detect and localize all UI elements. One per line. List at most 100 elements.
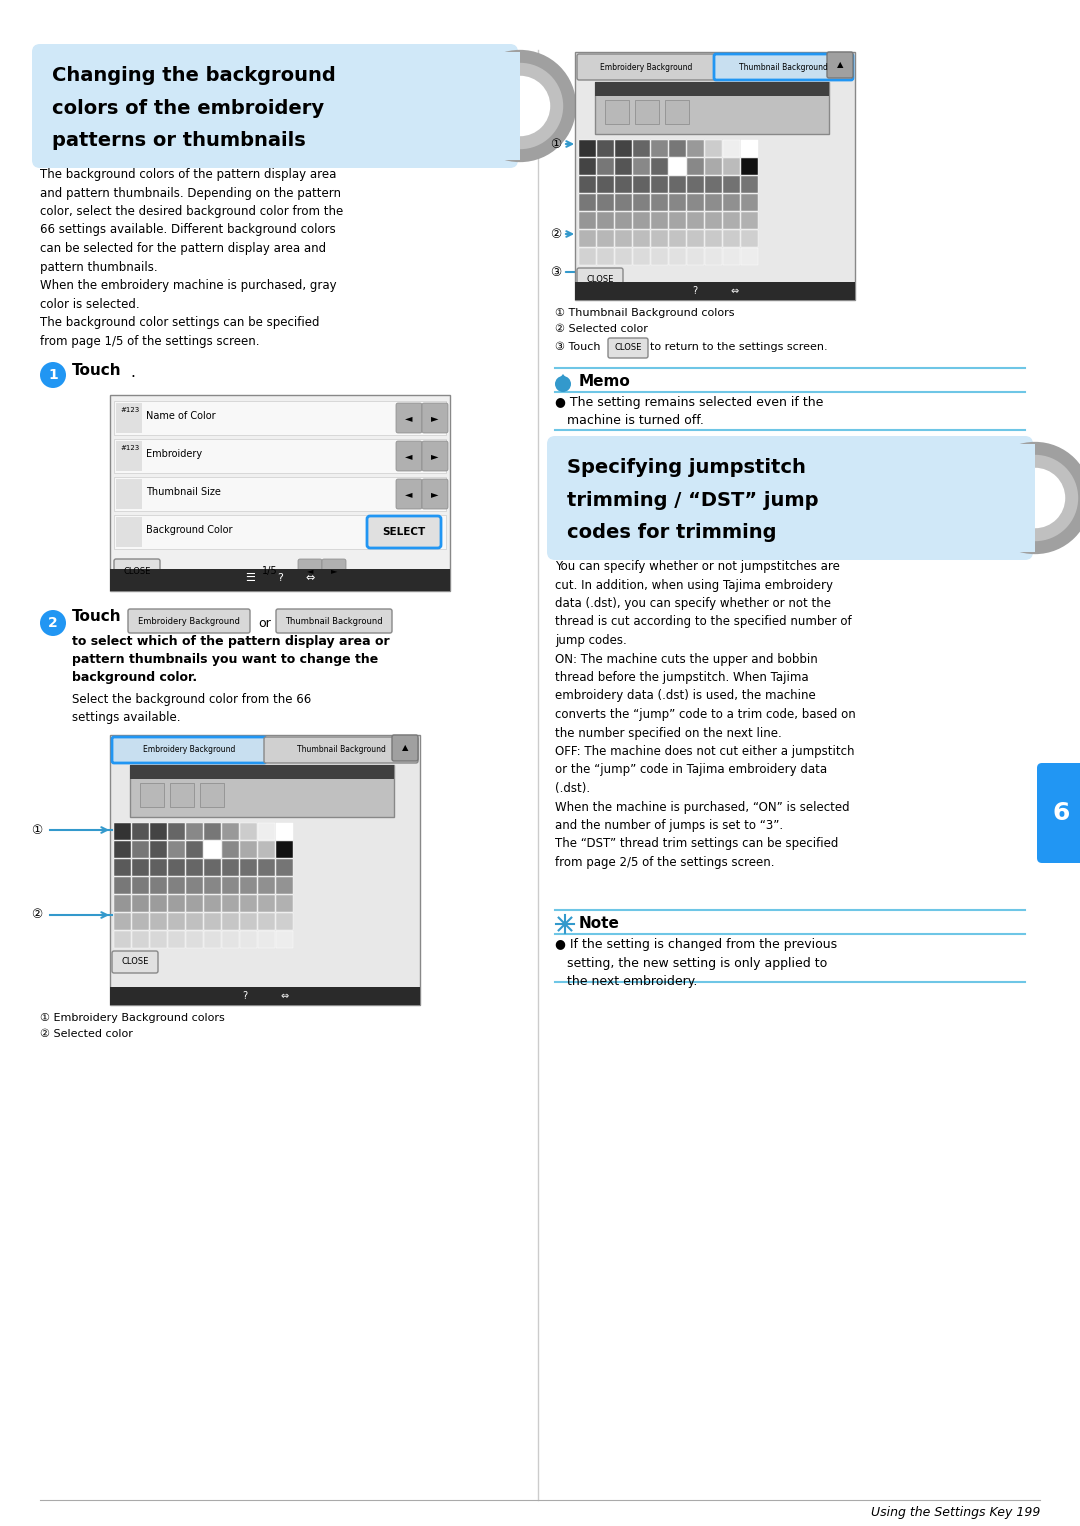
Text: ▲: ▲ — [402, 743, 408, 752]
Bar — [168, 823, 185, 839]
FancyBboxPatch shape — [367, 516, 441, 548]
Bar — [132, 823, 149, 839]
FancyBboxPatch shape — [129, 609, 249, 633]
Bar — [114, 823, 131, 839]
Bar — [633, 175, 650, 192]
Bar — [130, 765, 394, 778]
Text: ③: ③ — [550, 266, 561, 279]
Bar — [651, 140, 669, 157]
Bar — [258, 896, 275, 913]
Bar — [132, 841, 149, 858]
Bar — [150, 859, 167, 876]
Bar — [222, 859, 239, 876]
Bar — [140, 783, 164, 807]
Text: ►: ► — [431, 488, 438, 499]
Bar — [597, 194, 615, 211]
Bar — [669, 212, 686, 229]
Text: ①: ① — [30, 824, 42, 836]
Circle shape — [40, 610, 66, 636]
Bar — [222, 877, 239, 894]
Bar — [669, 159, 686, 175]
Bar — [240, 877, 257, 894]
Bar — [170, 783, 194, 807]
Bar — [240, 913, 257, 929]
Text: ● If the setting is changed from the previous
   setting, the new setting is onl: ● If the setting is changed from the pre… — [555, 938, 837, 987]
Bar — [168, 841, 185, 858]
Bar — [132, 931, 149, 948]
Bar — [186, 823, 203, 839]
Bar — [687, 230, 704, 247]
Text: codes for trimming: codes for trimming — [567, 523, 777, 542]
Text: ⇔: ⇔ — [306, 572, 314, 583]
Bar — [633, 194, 650, 211]
Bar — [687, 175, 704, 192]
Bar — [258, 913, 275, 929]
FancyBboxPatch shape — [112, 951, 158, 974]
Bar — [204, 877, 221, 894]
FancyBboxPatch shape — [422, 479, 448, 510]
Bar — [258, 877, 275, 894]
Text: Embroidery Background: Embroidery Background — [143, 746, 235, 754]
Bar — [150, 931, 167, 948]
Circle shape — [476, 63, 563, 150]
Bar — [669, 230, 686, 247]
FancyBboxPatch shape — [1037, 763, 1080, 864]
Text: ②: ② — [550, 227, 561, 241]
Bar — [116, 479, 141, 510]
FancyBboxPatch shape — [264, 737, 418, 763]
Bar — [222, 913, 239, 929]
FancyBboxPatch shape — [392, 736, 418, 761]
Text: CLOSE: CLOSE — [123, 566, 151, 575]
Bar — [579, 159, 596, 175]
Bar — [114, 896, 131, 913]
Text: Embroidery Background: Embroidery Background — [599, 63, 692, 72]
Text: SELECT: SELECT — [382, 526, 426, 537]
Bar — [579, 230, 596, 247]
FancyBboxPatch shape — [608, 337, 648, 359]
Bar — [579, 212, 596, 229]
Bar — [705, 230, 723, 247]
Bar — [615, 159, 632, 175]
Bar — [116, 403, 141, 433]
Bar — [741, 212, 758, 229]
Text: ►: ► — [431, 452, 438, 461]
Text: Select the background color from the 66
settings available.: Select the background color from the 66 … — [72, 693, 311, 723]
Bar — [150, 896, 167, 913]
Bar — [114, 913, 131, 929]
Bar — [258, 823, 275, 839]
Bar — [276, 896, 293, 913]
Bar — [723, 194, 740, 211]
Text: trimming / “DST” jump: trimming / “DST” jump — [567, 491, 819, 510]
Text: #123: #123 — [120, 407, 139, 414]
Text: ◄: ◄ — [405, 488, 413, 499]
Bar — [669, 194, 686, 211]
Bar — [665, 101, 689, 124]
Bar — [615, 249, 632, 266]
Bar — [741, 194, 758, 211]
Text: Thumbnail Background: Thumbnail Background — [285, 617, 382, 626]
Bar — [258, 931, 275, 948]
Text: Touch: Touch — [72, 363, 122, 378]
Bar — [114, 439, 446, 473]
Bar — [651, 175, 669, 192]
Text: ② Selected color: ② Selected color — [555, 324, 648, 334]
Text: ① Embroidery Background colors: ① Embroidery Background colors — [40, 1013, 225, 1022]
Bar — [168, 896, 185, 913]
Bar — [705, 159, 723, 175]
Text: colors of the embroidery: colors of the embroidery — [52, 99, 324, 118]
Bar — [110, 395, 450, 591]
Bar — [651, 212, 669, 229]
Bar — [204, 913, 221, 929]
Text: Touch: Touch — [72, 609, 122, 624]
Bar — [597, 159, 615, 175]
Bar — [114, 841, 131, 858]
FancyBboxPatch shape — [114, 559, 160, 583]
Bar — [597, 249, 615, 266]
FancyBboxPatch shape — [577, 53, 716, 79]
Text: ③ Touch: ③ Touch — [555, 342, 600, 353]
Bar — [633, 230, 650, 247]
Bar — [705, 212, 723, 229]
Bar — [633, 212, 650, 229]
Bar — [615, 140, 632, 157]
Bar — [276, 823, 293, 839]
